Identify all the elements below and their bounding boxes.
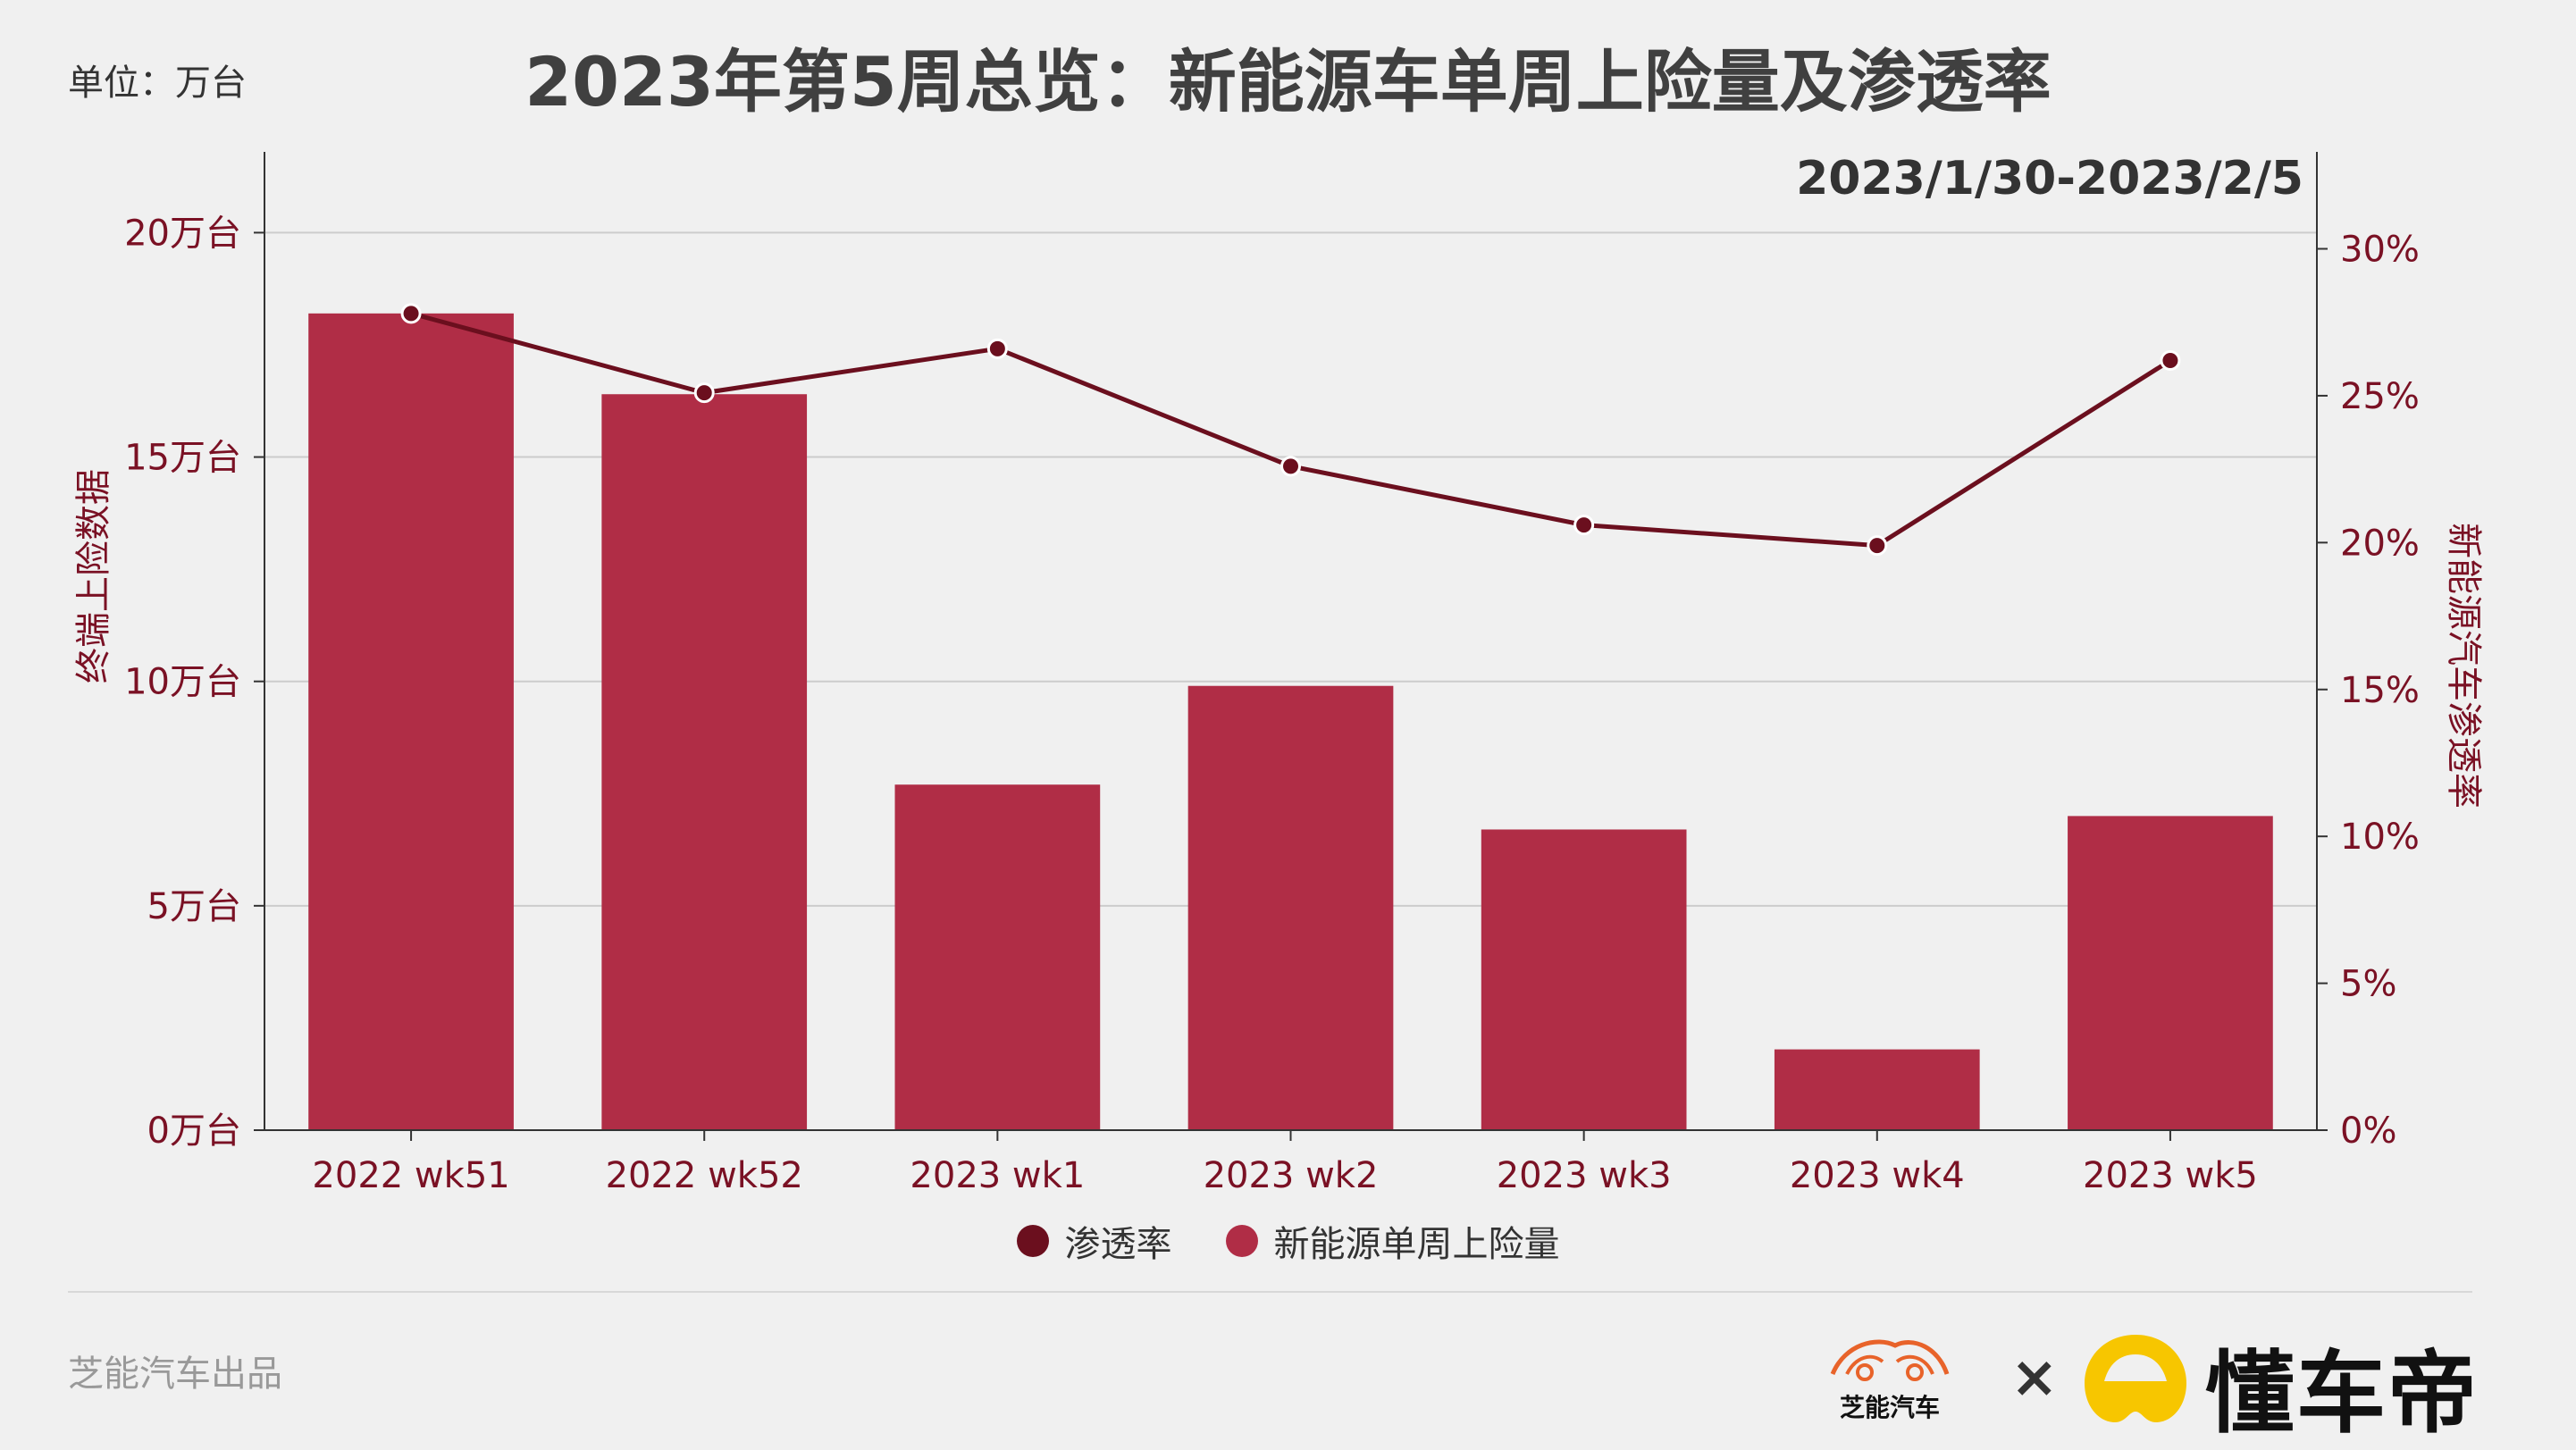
zhineng-logo-text: 芝能汽车 bbox=[1839, 1393, 1940, 1422]
y-axis-left-label: 终端上险数据 bbox=[73, 469, 114, 683]
bar-2023-wk3 bbox=[1481, 829, 1687, 1130]
y-left-tick-label: 10万台 bbox=[124, 662, 241, 703]
rate-point-2023-wk2 bbox=[1280, 456, 1301, 477]
rate-point-2023-wk4 bbox=[1867, 535, 1888, 557]
legend-item-rate: 渗透率 bbox=[1016, 1215, 1172, 1267]
bar-2023-wk1 bbox=[894, 784, 1101, 1130]
footer-divider bbox=[68, 1291, 2472, 1293]
x-tick-label: 2023 wk2 bbox=[1204, 1155, 1379, 1196]
y-left-tick-label: 15万台 bbox=[124, 438, 241, 479]
y-axis-right-label: 新能源汽车渗透率 bbox=[2443, 523, 2484, 809]
combo-chart: 0万台 5万台 10万台 15万台 20万台 0% 5% 10% 15% 20% 25% 30% 202… bbox=[124, 152, 2420, 1196]
x-tick-label: 2022 wk52 bbox=[606, 1155, 803, 1196]
y-right-tick-label: 25% bbox=[2340, 376, 2420, 417]
x-tick-label: 2023 wk1 bbox=[910, 1155, 1085, 1196]
dongchedi-logo-text: 懂车帝 bbox=[2205, 1341, 2479, 1446]
legend-volume-label: 新能源单周上险量 bbox=[1273, 1224, 1560, 1265]
bar-2023-wk2 bbox=[1187, 685, 1394, 1130]
legend-item-volume: 新能源单周上险量 bbox=[1225, 1215, 1560, 1267]
y-left-tick-label: 5万台 bbox=[147, 886, 241, 927]
times-sign: × bbox=[2010, 1345, 2059, 1411]
footer-credit: 芝能汽车出品 bbox=[68, 1354, 282, 1395]
legend-rate-dot bbox=[1016, 1225, 1049, 1257]
dongchedi-icon bbox=[2085, 1335, 2186, 1422]
x-tick-label: 2022 wk51 bbox=[312, 1155, 509, 1196]
y-right-tick-label: 15% bbox=[2340, 670, 2420, 711]
y-right-tick-label: 30% bbox=[2340, 230, 2420, 271]
legend-volume-dot bbox=[1225, 1225, 1258, 1257]
y-right-tick-label: 5% bbox=[2340, 964, 2396, 1005]
rate-point-2022-wk52 bbox=[693, 382, 715, 404]
x-tick-label: 2023 wk5 bbox=[2083, 1155, 2258, 1196]
bar-2022-wk51 bbox=[308, 313, 514, 1130]
y-right-tick-label: 10% bbox=[2340, 817, 2420, 858]
rate-point-2023-wk1 bbox=[986, 338, 1008, 359]
y-left-tick-label: 20万台 bbox=[124, 213, 241, 254]
rate-point-2023-wk5 bbox=[2160, 349, 2181, 371]
x-tick-label: 2023 wk3 bbox=[1497, 1155, 1672, 1196]
y-left-tick-label: 0万台 bbox=[147, 1111, 241, 1152]
bar-2022-wk52 bbox=[601, 394, 808, 1130]
legend: 渗透率 新能源单周上险量 bbox=[0, 1215, 2576, 1267]
chart-title: 2023年第5周总览：新能源车单周上险量及渗透率 bbox=[524, 42, 2052, 122]
rate-point-2023-wk3 bbox=[1573, 515, 1595, 536]
date-range: 2023/1/30-2023/2/5 bbox=[1796, 152, 2303, 205]
bar-2023-wk5 bbox=[2068, 816, 2273, 1130]
y-right-tick-label: 0% bbox=[2340, 1111, 2396, 1152]
legend-rate-label: 渗透率 bbox=[1064, 1224, 1172, 1265]
unit-label: 单位：万台 bbox=[68, 63, 247, 104]
y-right-tick-label: 20% bbox=[2340, 523, 2420, 564]
zhineng-logo: 芝能汽车 bbox=[1823, 1331, 1957, 1424]
bar-2023-wk4 bbox=[1774, 1049, 1980, 1130]
x-tick-label: 2023 wk4 bbox=[1790, 1155, 1965, 1196]
rate-point-2022-wk51 bbox=[400, 303, 422, 324]
zhineng-car-icon bbox=[1830, 1339, 1950, 1381]
